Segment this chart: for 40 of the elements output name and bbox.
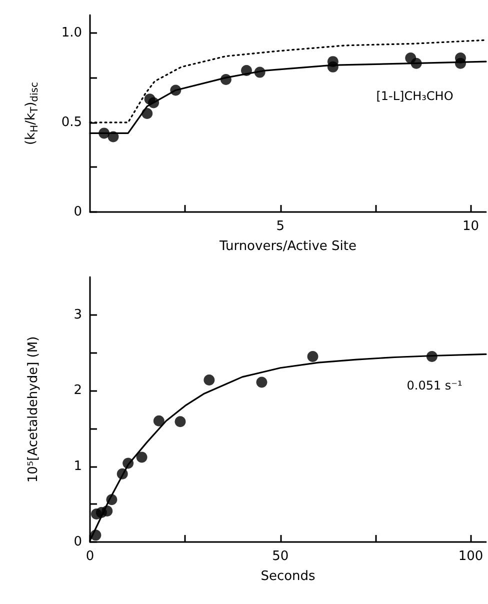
- point: [108, 131, 119, 142]
- point: [256, 376, 268, 388]
- y-tick-label: 1: [74, 458, 82, 474]
- point: [220, 74, 232, 85]
- point: [142, 108, 153, 119]
- x-axis-title: Turnovers/Active Site: [218, 239, 357, 254]
- y-tick-label: 3: [74, 307, 82, 322]
- point: [174, 416, 186, 428]
- point: [426, 351, 438, 362]
- point: [241, 65, 252, 76]
- x-tick-label: 5: [276, 219, 285, 234]
- point: [106, 494, 118, 506]
- x-tick-label: 50: [272, 549, 289, 564]
- point: [254, 66, 266, 78]
- point: [102, 505, 113, 516]
- point: [410, 58, 422, 69]
- point: [116, 468, 128, 480]
- point: [148, 97, 160, 108]
- point: [307, 351, 318, 362]
- point: [98, 128, 110, 139]
- point: [170, 84, 182, 96]
- y-axis-title: (kH/kT)disc: [24, 82, 40, 146]
- point: [204, 374, 215, 386]
- point: [136, 452, 148, 463]
- y-tick-label: 0: [74, 534, 82, 550]
- point: [455, 58, 466, 69]
- y-axis-title: 10⁵[Acetaldehyde] (M): [26, 336, 41, 483]
- y-tick-label: 2: [74, 383, 82, 398]
- y-tick-label: 0: [74, 204, 82, 220]
- x-axis-title: Seconds: [260, 569, 316, 584]
- point: [122, 458, 134, 469]
- y-tick-label: 1.0: [61, 25, 82, 40]
- y-tick-label: 0.5: [61, 114, 82, 130]
- x-tick-label: 10: [462, 219, 480, 234]
- annotation: 0.051 s⁻¹: [406, 378, 462, 393]
- point: [327, 61, 338, 72]
- x-tick-label: 0: [86, 549, 94, 564]
- annotation: [1-L]CH₃CHO: [376, 88, 454, 103]
- point: [153, 415, 164, 426]
- x-tick-label: 100: [458, 549, 484, 564]
